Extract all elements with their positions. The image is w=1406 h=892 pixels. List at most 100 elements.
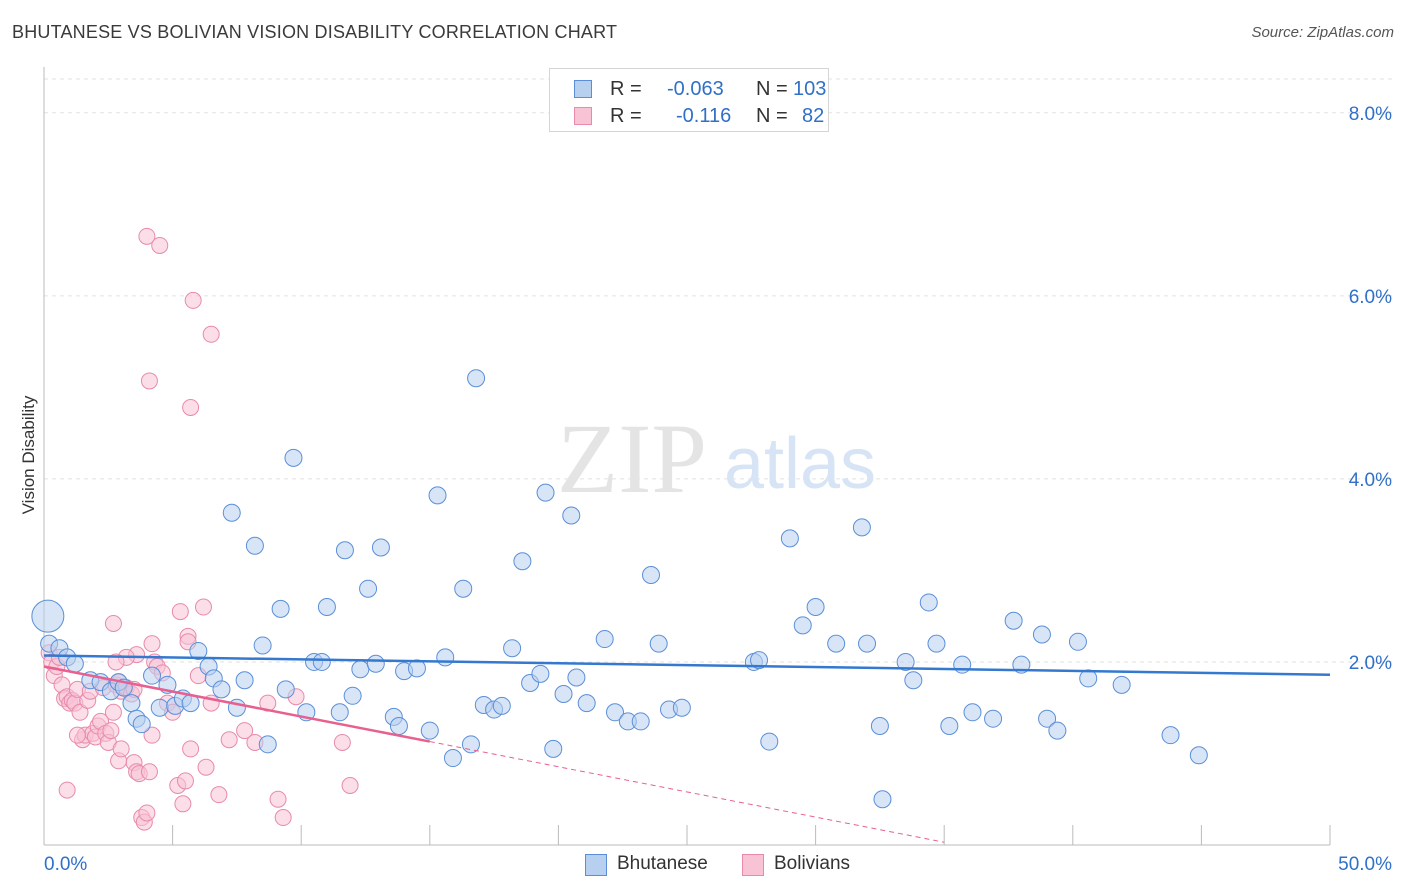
bhutanese-point — [595, 630, 614, 649]
bolivians-point — [333, 733, 351, 751]
bhutanese-point — [65, 654, 84, 673]
trend-lines — [43, 654, 1331, 843]
legend-label-bolivians: Bolivians — [774, 853, 851, 874]
bolivians-point — [112, 740, 130, 758]
legend-n-label: N = — [756, 78, 788, 100]
bhutanese-point — [317, 598, 336, 617]
y-axis-label: Vision Disability — [19, 395, 38, 514]
bhutanese-point — [963, 703, 982, 722]
bhutanese-point — [780, 529, 799, 548]
bhutanese-point — [904, 671, 923, 690]
bhutanese-point — [536, 483, 555, 502]
bolivians-point — [171, 603, 189, 621]
legend-n-value: 82 — [802, 105, 825, 127]
bhutanese-point — [750, 651, 769, 670]
bolivians-point — [140, 372, 158, 390]
bhutanese-point — [649, 634, 668, 653]
bolivians-point — [220, 731, 238, 749]
bolivians-point — [184, 291, 202, 309]
bhutanese-point — [235, 671, 254, 690]
bolivians-trend-extension — [429, 741, 945, 843]
x-tick-label: 50.0% — [1338, 854, 1392, 875]
bhutanese-point — [513, 552, 532, 571]
bhutanese-point — [371, 538, 390, 557]
correlation-legend: R = -0.063 N = 103 R = -0.116 N = 82 — [549, 68, 829, 132]
bolivians-point — [236, 722, 254, 740]
bhutanese-point — [531, 664, 550, 683]
bolivians-point — [107, 653, 125, 671]
bolivians-point — [274, 809, 292, 827]
bolivians-point — [182, 398, 200, 416]
bolivians-trend-line — [43, 665, 431, 743]
bhutanese-point — [143, 666, 162, 685]
bhutanese-point — [335, 541, 354, 560]
bhutanese-point — [284, 448, 303, 467]
bolivians-point — [143, 726, 161, 744]
y-tick-label: 8.0% — [1349, 104, 1392, 125]
watermark-zip: ZIP — [557, 403, 707, 514]
bhutanese-point — [1004, 611, 1023, 630]
bolivians-point — [68, 726, 86, 744]
tick-labels: 2.0% 4.0% 6.0% 8.0% 0.0% 50.0% — [44, 104, 1392, 875]
bolivians-point — [71, 703, 89, 721]
bhutanese-point — [1038, 709, 1057, 728]
bhutanese-point — [544, 739, 563, 758]
bhutanese-point — [461, 735, 480, 754]
bhutanese-point — [605, 703, 624, 722]
y-tick-label: 4.0% — [1349, 470, 1392, 491]
bolivians-point — [269, 790, 287, 808]
bolivians-points — [40, 227, 359, 831]
legend-r-label: R = — [610, 105, 642, 127]
bhutanese-point — [577, 694, 596, 713]
bhutanese-point — [330, 703, 349, 722]
bhutanese-point — [672, 698, 691, 717]
watermark-atlas: atlas — [724, 424, 876, 504]
watermark: ZIP atlas — [557, 403, 876, 514]
bhutanese-point — [436, 648, 455, 667]
bhutanese-point — [1112, 675, 1131, 694]
bhutanese-point — [276, 680, 295, 699]
bolivians-point — [197, 758, 215, 776]
legend-r-value: -0.116 — [676, 105, 732, 127]
axes — [43, 67, 1331, 846]
bhutanese-point — [793, 616, 812, 635]
bhutanese-points — [31, 369, 1208, 809]
bhutanese-point — [189, 641, 208, 660]
bolivians-point — [202, 325, 220, 343]
bhutanese-point — [492, 696, 511, 715]
bolivians-point — [174, 795, 192, 813]
bolivians-point — [138, 227, 156, 245]
bhutanese-point — [896, 652, 915, 671]
x-tick-label: 0.0% — [44, 854, 87, 875]
bhutanese-point — [562, 506, 581, 525]
bhutanese-point — [420, 721, 439, 740]
bhutanese-point — [31, 599, 65, 633]
bhutanese-point — [467, 369, 486, 388]
bhutanese-point — [852, 518, 871, 537]
y-tick-label: 2.0% — [1349, 653, 1392, 674]
bhutanese-point — [407, 659, 426, 678]
legend-swatch-blue — [574, 80, 592, 98]
bhutanese-point — [222, 503, 241, 522]
bolivians-point — [140, 763, 158, 781]
bolivians-point — [138, 804, 156, 822]
bhutanese-point — [428, 486, 447, 505]
bhutanese-point — [454, 579, 473, 598]
bhutanese-point — [1032, 625, 1051, 644]
bhutanese-point — [1189, 746, 1208, 765]
bhutanese-point — [919, 593, 938, 612]
bhutanese-trend-line — [43, 654, 1331, 677]
bolivians-point — [104, 703, 122, 721]
bolivians-point — [104, 614, 122, 632]
bhutanese-point — [122, 694, 141, 713]
source-label: Source: ZipAtlas.com — [1251, 24, 1394, 41]
bolivians-point — [182, 740, 200, 758]
bhutanese-point — [984, 709, 1003, 728]
legend-r-value: -0.063 — [667, 78, 724, 100]
bolivians-point — [176, 772, 194, 790]
gridlines — [44, 78, 1392, 663]
legend-n-value: 103 — [793, 78, 827, 100]
bhutanese-point — [312, 652, 331, 671]
bhutanese-point — [631, 712, 650, 731]
